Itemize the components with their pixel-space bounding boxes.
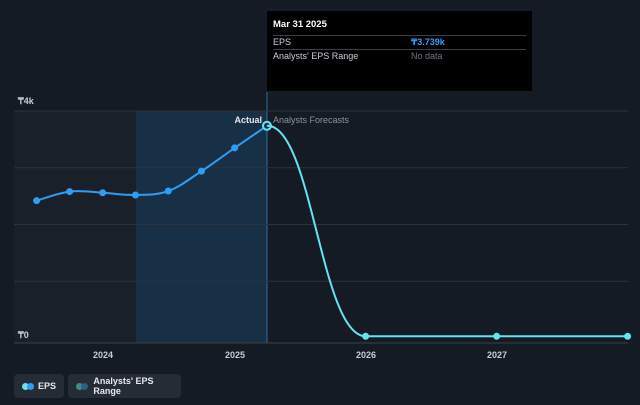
- eps-forecast-end-point: [624, 334, 628, 339]
- eps-forecast-point-1[interactable]: [362, 332, 370, 340]
- past-region: [14, 111, 136, 343]
- eps-point-6[interactable]: [231, 144, 239, 152]
- x-tick-label-2026: 2026: [356, 350, 376, 360]
- eps-point-0[interactable]: [33, 197, 41, 205]
- eps-range-legend-dot-actual: [81, 382, 88, 390]
- legend-item-eps-range[interactable]: Analysts' EPS Range: [68, 374, 181, 398]
- tooltip: Mar 31 2025 EPS ₸3.739k Analysts' EPS Ra…: [267, 11, 532, 91]
- eps-point-2[interactable]: [99, 189, 107, 197]
- eps-range-legend-icon: [76, 382, 88, 390]
- tooltip-eps-value: ₸3.739k: [411, 37, 445, 47]
- eps-point-1[interactable]: [66, 188, 74, 196]
- x-tick-label-2027: 2027: [487, 350, 507, 360]
- eps-forecast-line: [266, 124, 628, 338]
- x-tick-label-2024: 2024: [93, 350, 113, 360]
- eps-point-5[interactable]: [197, 167, 205, 175]
- tooltip-range-value: No data: [411, 51, 443, 61]
- highlight-region: [136, 111, 267, 343]
- tooltip-row-range: Analysts' EPS Range No data: [273, 49, 526, 63]
- legend-eps-label: EPS: [37, 381, 56, 391]
- tooltip-row-eps: EPS ₸3.739k: [273, 35, 526, 49]
- eps-forecast-point-2[interactable]: [493, 332, 501, 340]
- tooltip-range-label: Analysts' EPS Range: [273, 51, 359, 61]
- forecast-label: Analysts Forecasts: [273, 115, 350, 125]
- eps-legend-icon: [22, 382, 34, 390]
- x-tick-label-2025: 2025: [225, 350, 245, 360]
- eps-legend-dot-forecast: [22, 382, 29, 390]
- tooltip-date: Mar 31 2025: [273, 19, 327, 30]
- legend-item-eps[interactable]: EPS: [14, 374, 64, 398]
- tooltip-eps-label: EPS: [273, 37, 292, 47]
- eps-point-3[interactable]: [131, 191, 139, 199]
- eps-point-4[interactable]: [164, 187, 172, 195]
- actual-label: Actual: [234, 115, 262, 125]
- eps-range-legend-dot-forecast: [76, 382, 83, 390]
- legend-eps-range-label: Analysts' EPS Range: [93, 376, 154, 396]
- y-tick-label-max: ₸4k: [17, 96, 35, 106]
- y-tick-label-zero: ₸0: [17, 330, 29, 340]
- eps-legend-dot-actual: [27, 382, 34, 390]
